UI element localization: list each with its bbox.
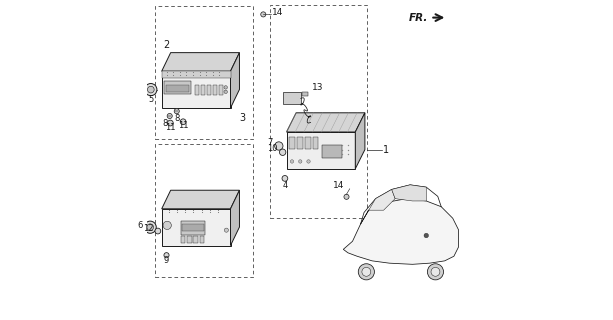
- Bar: [155, 144, 253, 277]
- Text: 8: 8: [162, 118, 168, 128]
- Bar: [313, 137, 319, 148]
- Text: 11: 11: [178, 121, 188, 131]
- Polygon shape: [162, 52, 240, 71]
- Polygon shape: [162, 71, 230, 108]
- Text: 13: 13: [312, 83, 324, 92]
- Circle shape: [167, 120, 173, 126]
- Bar: [193, 236, 198, 243]
- Text: 9: 9: [164, 256, 169, 265]
- Polygon shape: [286, 113, 365, 132]
- Circle shape: [167, 113, 172, 118]
- Bar: [195, 85, 199, 95]
- Text: 14: 14: [333, 181, 344, 190]
- Text: 7: 7: [268, 138, 273, 147]
- Text: 10: 10: [267, 144, 278, 153]
- Polygon shape: [162, 209, 230, 246]
- Bar: [302, 92, 308, 96]
- Text: 5: 5: [148, 95, 153, 104]
- Circle shape: [275, 142, 283, 150]
- Bar: [213, 85, 217, 95]
- Bar: [166, 85, 189, 92]
- Circle shape: [424, 233, 428, 238]
- Circle shape: [180, 119, 186, 124]
- Text: 11: 11: [165, 123, 175, 132]
- Text: 8: 8: [174, 114, 180, 123]
- Circle shape: [145, 84, 157, 96]
- Text: 12: 12: [143, 224, 154, 233]
- Circle shape: [427, 264, 444, 280]
- Bar: [181, 236, 186, 243]
- Text: 2: 2: [163, 40, 170, 50]
- Circle shape: [291, 160, 294, 163]
- Circle shape: [431, 268, 440, 276]
- Polygon shape: [392, 185, 426, 201]
- Bar: [155, 6, 253, 139]
- Bar: [181, 220, 205, 235]
- Circle shape: [163, 221, 171, 229]
- Bar: [322, 145, 341, 158]
- Bar: [164, 81, 191, 94]
- Circle shape: [155, 228, 161, 234]
- Text: 4: 4: [282, 181, 287, 190]
- Polygon shape: [286, 132, 356, 169]
- Bar: [162, 71, 230, 78]
- Bar: [187, 236, 192, 243]
- Circle shape: [148, 86, 154, 93]
- Polygon shape: [343, 199, 459, 264]
- Circle shape: [174, 108, 179, 114]
- Polygon shape: [230, 52, 240, 108]
- Bar: [270, 5, 367, 218]
- Bar: [289, 137, 295, 148]
- Bar: [305, 137, 311, 148]
- Bar: [219, 85, 223, 95]
- Bar: [297, 137, 303, 148]
- Text: 3: 3: [240, 113, 246, 124]
- Circle shape: [358, 264, 375, 280]
- Polygon shape: [356, 113, 365, 169]
- Text: 14: 14: [272, 8, 284, 17]
- Circle shape: [299, 160, 302, 163]
- Circle shape: [224, 228, 229, 232]
- Circle shape: [147, 224, 153, 230]
- Bar: [201, 85, 205, 95]
- Polygon shape: [360, 189, 395, 224]
- Circle shape: [224, 86, 227, 89]
- Circle shape: [362, 268, 371, 276]
- Circle shape: [261, 12, 266, 17]
- Circle shape: [164, 253, 169, 258]
- Text: FR.: FR.: [409, 12, 428, 23]
- Circle shape: [280, 149, 286, 156]
- Bar: [283, 92, 301, 104]
- Bar: [182, 223, 204, 231]
- Bar: [207, 85, 211, 95]
- Polygon shape: [162, 190, 240, 209]
- Circle shape: [144, 221, 156, 233]
- Text: 6: 6: [137, 221, 142, 230]
- Polygon shape: [230, 190, 240, 246]
- Circle shape: [282, 175, 287, 181]
- Text: 1: 1: [383, 145, 389, 156]
- Bar: [200, 236, 204, 243]
- Circle shape: [224, 90, 227, 93]
- Circle shape: [306, 160, 310, 163]
- Circle shape: [344, 194, 349, 199]
